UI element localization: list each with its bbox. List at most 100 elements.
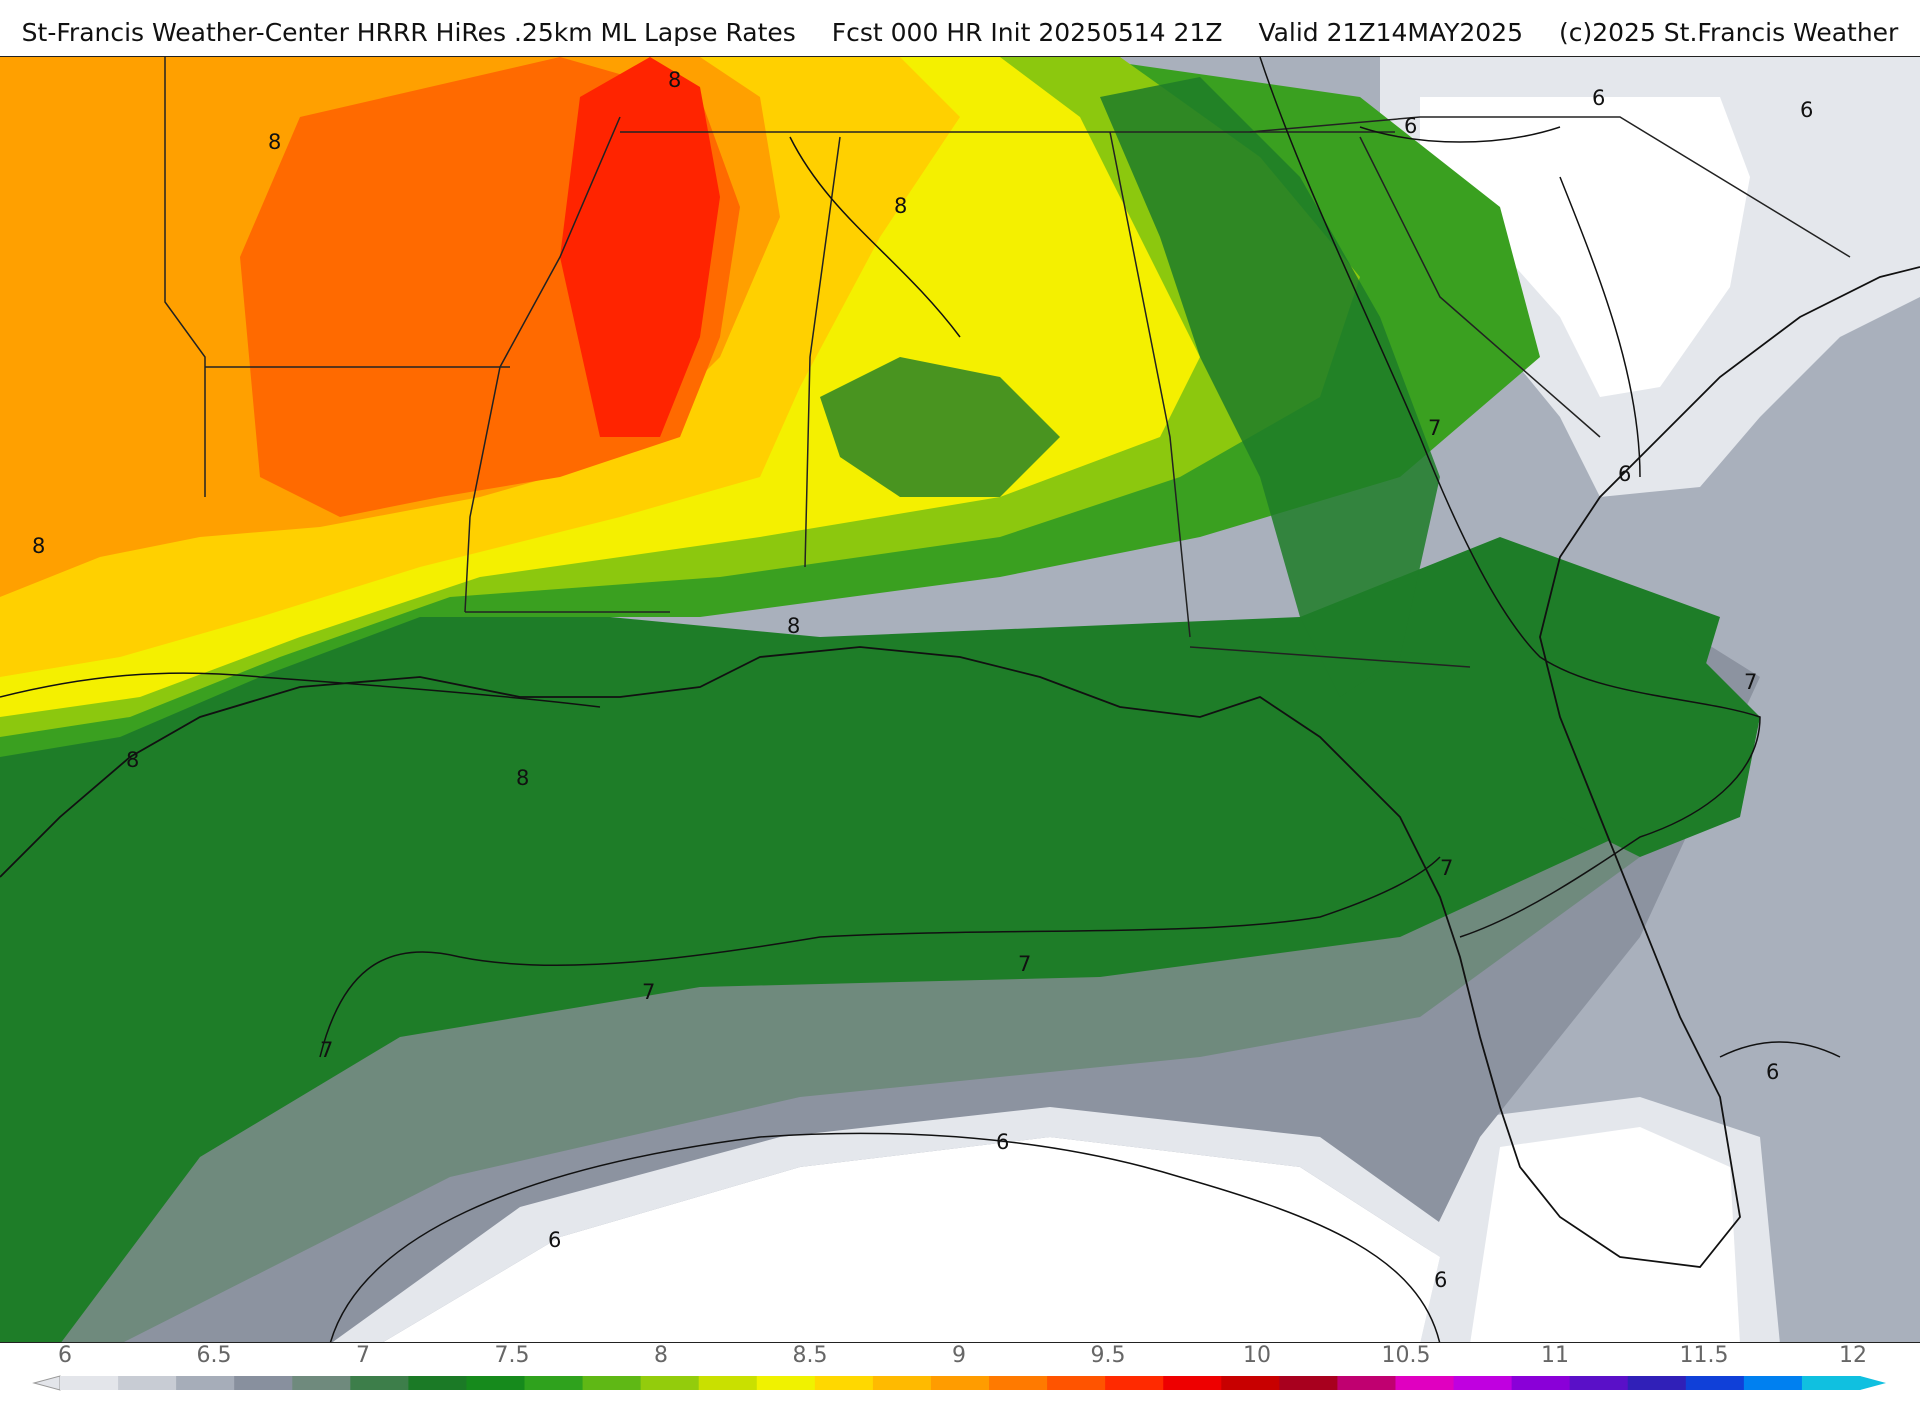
north-alabama-dark-green-patch bbox=[820, 357, 1060, 497]
legend-tick-labels: 6 6.5 7 7.5 8 8.5 9 9.5 10 10.5 11 11.5 12 bbox=[0, 1343, 1920, 1369]
colorbar-swatch bbox=[582, 1376, 642, 1390]
contour-label: 8 bbox=[126, 748, 139, 772]
colorbar-high-arrow bbox=[1860, 1376, 1886, 1390]
colorbar-swatch bbox=[930, 1376, 990, 1390]
colorbar-swatch bbox=[1627, 1376, 1687, 1390]
contour-6-carolina-coast bbox=[1559, 176, 1641, 478]
colorbar-swatch bbox=[118, 1376, 177, 1390]
contour-label: 6 bbox=[996, 1130, 1009, 1154]
georgia-south-carolina-border bbox=[1359, 136, 1601, 438]
colorbar-swatch bbox=[1569, 1376, 1629, 1390]
colorbar-swatch bbox=[814, 1376, 874, 1390]
contour-label: 8 bbox=[32, 534, 45, 558]
contour-label: 8 bbox=[787, 614, 800, 638]
legend-tick-label: 11 bbox=[1541, 1343, 1569, 1368]
legend-tick-label: 12 bbox=[1839, 1343, 1867, 1368]
legend-tick-label: 10.5 bbox=[1381, 1343, 1431, 1368]
contour-labels: 8 8 8 8 8 8 8 7 7 7 7 7 7 6 6 6 6 6 6 6 … bbox=[32, 68, 1813, 1292]
legend-tick-label: 6.5 bbox=[196, 1343, 232, 1368]
title-forecast-hour: Fcst 000 HR Init 20250514 21Z bbox=[831, 18, 1223, 47]
colorbar-swatch bbox=[989, 1376, 1048, 1390]
legend-tick-label: 9 bbox=[952, 1343, 966, 1368]
colorbar-swatch bbox=[1685, 1376, 1745, 1390]
lapse-rate-map: 8 8 8 8 8 8 8 7 7 7 7 7 7 6 6 6 6 6 6 6 … bbox=[0, 56, 1920, 1343]
coastline bbox=[0, 266, 1920, 1268]
gulf-atlantic-coastline bbox=[0, 266, 1920, 1268]
colorbar-swatch bbox=[176, 1376, 235, 1390]
red-field bbox=[560, 57, 720, 437]
state-borders bbox=[164, 57, 1851, 668]
colorbar-swatch bbox=[1801, 1376, 1861, 1390]
contour-label: 6 bbox=[548, 1228, 561, 1252]
legend-tick-label: 11.5 bbox=[1679, 1343, 1729, 1368]
colorbar-swatch bbox=[292, 1376, 351, 1390]
contour-label: 7 bbox=[320, 1038, 333, 1062]
colorbar-swatch bbox=[1453, 1376, 1513, 1390]
colorbar-swatch bbox=[1279, 1376, 1338, 1390]
contour-label: 8 bbox=[268, 130, 281, 154]
title-product: St-Francis Weather-Center HRRR HiRes .25… bbox=[21, 18, 796, 47]
contour-label: 6 bbox=[1434, 1268, 1447, 1292]
contour-6-atlantic bbox=[1719, 1041, 1841, 1058]
title-valid-time: Valid 21Z14MAY2025 bbox=[1258, 18, 1524, 47]
contour-lines bbox=[0, 57, 1841, 1342]
contour-6-gulf bbox=[329, 1132, 1441, 1342]
south-florida-white-field bbox=[1470, 1127, 1740, 1342]
colorbar-swatch bbox=[234, 1376, 293, 1390]
contour-7-east bbox=[1259, 57, 1761, 938]
contour-label: 6 bbox=[1592, 86, 1605, 110]
carolinas-white-field bbox=[1420, 97, 1750, 397]
colorbar-swatch bbox=[1221, 1376, 1280, 1390]
alabama-georgia-border bbox=[1109, 131, 1191, 638]
contour-label: 7 bbox=[1440, 856, 1453, 880]
colorbar-swatch bbox=[466, 1376, 526, 1390]
chart-title: St-Francis Weather-Center HRRR HiRes .25… bbox=[0, 0, 1920, 56]
texas-oklahoma-border bbox=[164, 57, 206, 497]
contour-label: 7 bbox=[642, 980, 655, 1004]
mississippi-river bbox=[464, 116, 621, 613]
legend-tick-label: 8.5 bbox=[792, 1343, 828, 1368]
gulf-white-pocket bbox=[383, 1137, 1440, 1342]
colorbar-swatch bbox=[756, 1376, 816, 1390]
contour-label: 6 bbox=[1766, 1060, 1779, 1084]
contour-label: 7 bbox=[1744, 670, 1757, 694]
legend-tick-label: 7 bbox=[356, 1343, 370, 1368]
title-copyright: (c)2025 St.Francis Weather bbox=[1558, 18, 1899, 47]
colorbar-swatch bbox=[60, 1376, 119, 1390]
colorbar-svg bbox=[32, 1375, 1886, 1391]
legend-tick-label: 9.5 bbox=[1090, 1343, 1126, 1368]
colorbar-swatch bbox=[1337, 1376, 1396, 1390]
colorbar-swatch bbox=[524, 1376, 584, 1390]
contour-label: 7 bbox=[1428, 416, 1441, 440]
legend-colorbar bbox=[0, 1370, 1920, 1400]
gulf-light-gray-ring bbox=[332, 1107, 1460, 1342]
legend-tick-label: 7.5 bbox=[494, 1343, 530, 1368]
contour-label: 7 bbox=[1018, 952, 1031, 976]
georgia-dark-green-patch bbox=[1100, 77, 1440, 697]
contour-label: 8 bbox=[894, 194, 907, 218]
colorbar-swatch bbox=[408, 1376, 467, 1390]
map-canvas: 8 8 8 8 8 8 8 7 7 7 7 7 7 6 6 6 6 6 6 6 … bbox=[0, 57, 1920, 1342]
contour-8-coast bbox=[0, 672, 601, 708]
mississippi-alabama-border bbox=[804, 136, 841, 568]
colorbar-swatch bbox=[872, 1376, 932, 1390]
gulf-dark-green-band bbox=[0, 537, 1720, 1342]
colorbar-swatch bbox=[698, 1376, 758, 1390]
carolina-border bbox=[1249, 116, 1851, 258]
georgia-florida-border bbox=[1189, 646, 1471, 668]
colorbar-swatch bbox=[1395, 1376, 1455, 1390]
contour-7-gulf bbox=[319, 856, 1441, 1058]
contour-label: 8 bbox=[516, 766, 529, 790]
colorbar-swatch bbox=[1163, 1376, 1222, 1390]
contour-label: 8 bbox=[668, 68, 681, 92]
colorbar-low-arrow bbox=[32, 1375, 61, 1391]
legend-tick-label: 6 bbox=[58, 1343, 72, 1368]
colorbar-swatch bbox=[350, 1376, 409, 1390]
contour-8-north bbox=[789, 136, 961, 338]
contour-label: 6 bbox=[1618, 462, 1631, 486]
legend-tick-label: 8 bbox=[654, 1343, 668, 1368]
contour-label: 6 bbox=[1404, 114, 1417, 138]
colorbar-swatch bbox=[1743, 1376, 1803, 1390]
colorbar-swatch bbox=[1511, 1376, 1571, 1390]
legend-tick-label: 10 bbox=[1243, 1343, 1271, 1368]
